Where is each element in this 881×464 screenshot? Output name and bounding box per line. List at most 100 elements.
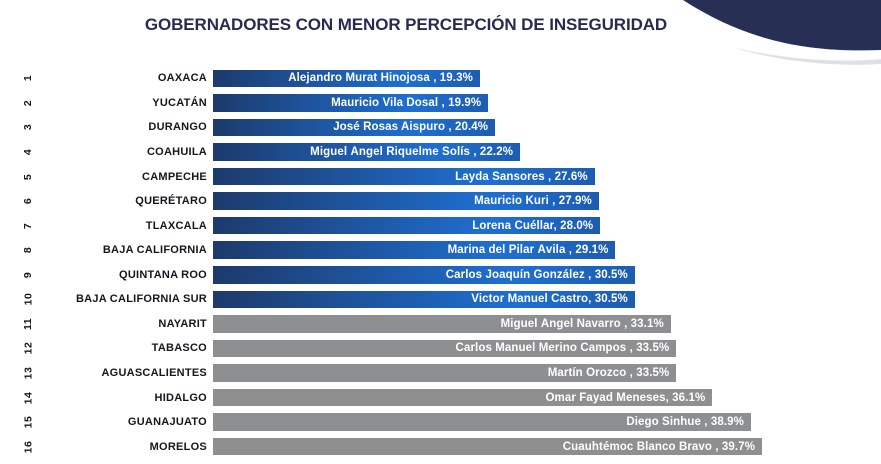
bar-track: Martín Orozco , 33.5% [213, 364, 881, 382]
state-label: GUANAJUATO [127, 416, 207, 429]
rank-cell: 10 [0, 293, 56, 306]
bar-track: Alejandro Murat Hinojosa , 19.3% [213, 69, 881, 88]
bar-track: Mauricio Vila Dosal , 19.9% [213, 94, 881, 112]
governor-bar: Lorena Cuéllar, 28.0% [213, 216, 601, 235]
bar-track: Victor Manuel Castro, 30.5% [213, 290, 881, 309]
bar-track: Miguel Ángel Navarro , 33.1% [213, 315, 881, 333]
chart-row: 11 NAYARIT Miguel Ángel Navarro , 33.1% [0, 312, 881, 337]
rank-cell: 16 [0, 440, 56, 453]
rank-cell: 3 [0, 121, 56, 133]
governor-bar-label: Miguel Ángel Navarro , 33.1% [500, 317, 664, 330]
governor-bar: Martín Orozco , 33.5% [213, 364, 677, 382]
state-label: TABASCO [151, 342, 207, 355]
rank-cell: 6 [0, 195, 56, 207]
rank-number: 2 [22, 99, 34, 107]
chart-row: 9 QUINTANA ROO Carlos Joaquín González ,… [0, 263, 881, 288]
governor-bar: Miguel Ángel Riquelme Solís , 22.2% [213, 143, 521, 161]
governor-bar-label: José Rosas Aispuro , 20.4% [333, 121, 489, 134]
chart-row: 14 HIDALGO Omar Fayad Meneses, 36.1% [0, 385, 881, 410]
rank-number: 13 [22, 366, 34, 380]
rank-cell: 4 [0, 146, 56, 158]
state-label: CAMPECHE [142, 170, 207, 183]
governor-bar-label: Mauricio Vila Dosal , 19.9% [331, 96, 482, 109]
chart-row: 8 BAJA CALIFORNIA Marina del Pilar Ávila… [0, 238, 881, 263]
state-label: HIDALGO [154, 391, 207, 404]
chart-row: 16 MORELOS Cuauhtémoc Blanco Bravo , 39.… [0, 434, 881, 459]
rank-cell: 13 [0, 366, 56, 380]
rank-cell: 14 [0, 391, 56, 404]
governor-bar: Cuauhtémoc Blanco Bravo , 39.7% [213, 437, 763, 456]
bar-track: Carlos Joaquín González , 30.5% [213, 266, 881, 284]
governor-bar: Miguel Ángel Navarro , 33.1% [213, 315, 671, 333]
state-label: OAXACA [157, 72, 207, 85]
state-label: BAJA CALIFORNIA SUR [75, 293, 207, 306]
rank-number: 12 [22, 342, 34, 355]
governor-bar-label: Victor Manuel Castro, 30.5% [471, 293, 628, 306]
bar-track: Mauricio Kuri , 27.9% [213, 192, 881, 210]
rank-number: 14 [22, 391, 34, 404]
governor-bar: Layda Sansores , 27.6% [213, 167, 595, 186]
chart-row: 15 GUANAJUATO Diego Sinhue , 38.9% [0, 410, 881, 435]
chart-title: GOBERNADORES CON MENOR PERCEPCIÓN DE INS… [144, 15, 668, 34]
chart-row: 10 BAJA CALIFORNIA SUR Victor Manuel Cas… [0, 287, 881, 312]
governor-bar-label: Carlos Manuel Merino Campos , 33.5% [455, 342, 670, 355]
rank-number: 1 [22, 75, 34, 82]
rank-cell: 11 [0, 318, 56, 330]
rank-number: 9 [22, 271, 34, 278]
rank-number: 15 [22, 415, 34, 429]
governor-bar: Carlos Manuel Merino Campos , 33.5% [213, 339, 677, 358]
governor-bar-label: Carlos Joaquín González , 30.5% [445, 268, 628, 281]
rank-number: 11 [21, 317, 34, 330]
rank-cell: 7 [0, 220, 56, 232]
governor-bar: Alejandro Murat Hinojosa , 19.3% [213, 69, 480, 88]
governor-bar-label: Mauricio Kuri , 27.9% [474, 195, 592, 208]
rank-number: 7 [22, 222, 34, 229]
state-label: MORELOS [149, 440, 207, 453]
state-label: QUERÉTARO [135, 195, 207, 208]
rank-cell: 1 [0, 72, 56, 84]
state-label: NAYARIT [158, 317, 207, 330]
state-label: TLAXCALA [145, 219, 207, 232]
bar-track: Marina del Pilar Ávila , 29.1% [213, 241, 881, 259]
governor-bar-label: Lorena Cuéllar, 28.0% [472, 219, 594, 232]
governor-bar-label: Diego Sinhue , 38.9% [626, 416, 744, 429]
chart-row: 1 OAXACA Alejandro Murat Hinojosa , 19.3… [0, 66, 881, 91]
bar-track: José Rosas Aispuro , 20.4% [213, 118, 881, 137]
chart-row: 4 COAHUILA Miguel Ángel Riquelme Solís ,… [0, 140, 881, 165]
rank-cell: 12 [0, 342, 56, 355]
rank-cell: 9 [0, 269, 56, 281]
state-label: BAJA CALIFORNIA [102, 244, 207, 257]
bar-track: Diego Sinhue , 38.9% [213, 413, 881, 431]
bar-track: Miguel Ángel Riquelme Solís , 22.2% [213, 143, 881, 161]
bar-track: Layda Sansores , 27.6% [213, 167, 881, 186]
chart-row: 12 TABASCO Carlos Manuel Merino Campos ,… [0, 336, 881, 361]
governor-bar: Victor Manuel Castro, 30.5% [213, 290, 635, 309]
chart-row: 3 DURANGO José Rosas Aispuro , 20.4% [0, 115, 881, 140]
rank-number: 3 [22, 124, 34, 131]
rank-number: 8 [22, 247, 34, 254]
bar-track: Carlos Manuel Merino Campos , 33.5% [213, 339, 881, 358]
chart-row: 6 QUERÉTARO Mauricio Kuri , 27.9% [0, 189, 881, 214]
bar-track: Lorena Cuéllar, 28.0% [213, 216, 881, 235]
governor-bar-label: Cuauhtémoc Blanco Bravo , 39.7% [562, 440, 756, 453]
rank-cell: 15 [0, 415, 56, 429]
chart-row: 13 AGUASCALIENTES Martín Orozco , 33.5% [0, 361, 881, 386]
bar-track: Cuauhtémoc Blanco Bravo , 39.7% [213, 437, 881, 456]
rank-number: 5 [22, 173, 34, 180]
state-label: AGUASCALIENTES [101, 367, 207, 380]
rank-number: 6 [22, 197, 34, 205]
chart-row: 2 YUCATÁN Mauricio Vila Dosal , 19.9% [0, 91, 881, 116]
governor-bar: Mauricio Vila Dosal , 19.9% [213, 94, 489, 112]
governor-bar-label: Miguel Ángel Riquelme Solís , 22.2% [310, 145, 514, 158]
state-label: DURANGO [148, 121, 207, 134]
governor-bar: Omar Fayad Meneses, 36.1% [213, 388, 713, 407]
governor-bar: José Rosas Aispuro , 20.4% [213, 118, 496, 137]
governor-bar: Diego Sinhue , 38.9% [213, 413, 751, 431]
chart-row: 7 TLAXCALA Lorena Cuéllar, 28.0% [0, 213, 881, 238]
state-label: QUINTANA ROO [119, 268, 207, 281]
governor-bar: Mauricio Kuri , 27.9% [213, 192, 599, 210]
governor-bar-label: Marina del Pilar Ávila , 29.1% [447, 244, 609, 257]
governor-bar-label: Omar Fayad Meneses, 36.1% [545, 391, 706, 404]
state-label: COAHUILA [146, 145, 207, 158]
